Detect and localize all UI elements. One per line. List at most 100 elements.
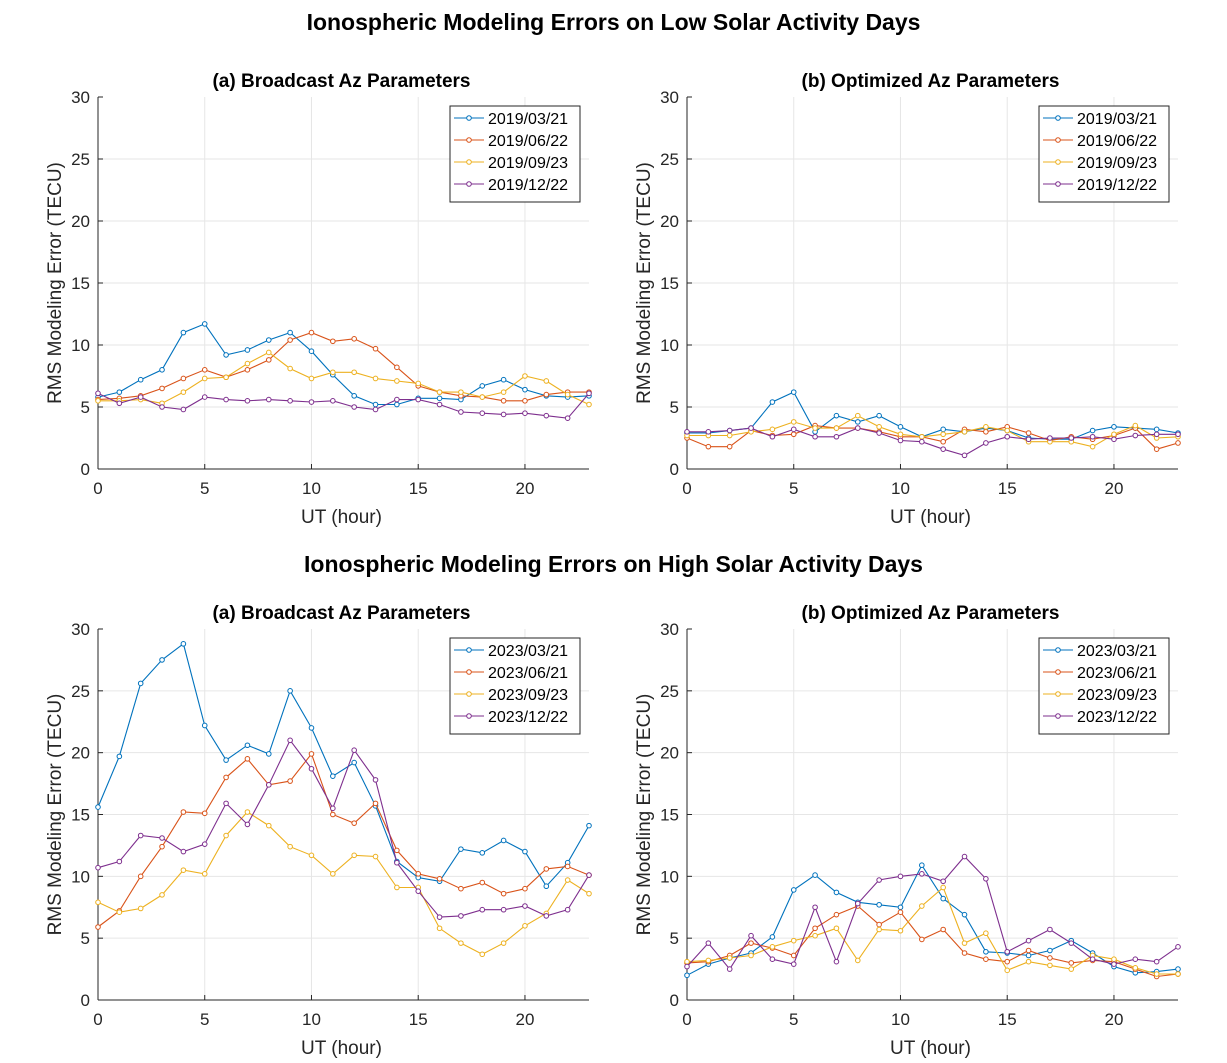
data-point	[1047, 926, 1053, 933]
series-2	[684, 903, 1181, 980]
legend-entry: 2023/06/21	[1077, 665, 1157, 682]
y-tick-label: 25	[660, 150, 679, 169]
data-point	[897, 424, 904, 430]
data-point	[726, 427, 733, 434]
data-point	[308, 852, 315, 859]
data-point	[1025, 436, 1032, 443]
series-3	[684, 412, 1181, 450]
x-tick-label: 5	[200, 1010, 209, 1029]
data-point	[244, 360, 251, 367]
data-point	[458, 409, 464, 415]
data-point	[543, 866, 550, 872]
data-point	[244, 809, 251, 815]
legend-entry: 2019/09/23	[488, 155, 568, 172]
data-point	[394, 884, 400, 891]
data-point	[522, 386, 528, 393]
data-point	[983, 424, 989, 430]
y-axis-label: RMS Modeling Error (TECU)	[45, 694, 66, 936]
y-tick-label: 15	[71, 806, 90, 825]
data-point	[1175, 966, 1181, 972]
data-point	[748, 940, 754, 946]
data-point	[790, 937, 797, 944]
data-point	[940, 884, 946, 891]
data-point	[1175, 440, 1181, 446]
data-point	[223, 832, 229, 839]
data-point	[1004, 433, 1011, 440]
data-point	[1153, 958, 1160, 965]
data-point	[436, 401, 443, 408]
legend-swatch-marker	[1055, 115, 1061, 121]
data-point	[137, 394, 144, 400]
data-point	[790, 431, 797, 438]
data-point	[330, 871, 336, 877]
data-point	[543, 913, 550, 919]
data-point	[436, 395, 443, 402]
data-point	[564, 863, 571, 870]
data-point	[479, 906, 486, 913]
data-point	[351, 369, 357, 376]
x-tick-label: 20	[515, 1010, 534, 1029]
data-point	[372, 345, 379, 352]
legend-swatch-marker	[466, 137, 472, 143]
series-line	[97, 642, 590, 888]
y-tick-label: 20	[660, 212, 679, 231]
series-line	[97, 811, 590, 955]
data-point	[684, 963, 690, 970]
data-point	[919, 433, 925, 440]
data-point	[940, 895, 946, 902]
x-axis-label: UT (hour)	[890, 507, 971, 528]
series-line	[687, 391, 1179, 440]
x-tick-label: 10	[302, 479, 321, 498]
data-point	[95, 804, 101, 810]
data-point	[223, 396, 229, 403]
x-axis-label: UT (hour)	[301, 507, 382, 528]
data-point	[790, 419, 797, 425]
series-line	[98, 351, 590, 405]
data-point	[790, 961, 797, 967]
legend-swatch-marker	[1055, 181, 1061, 187]
data-point	[1132, 965, 1139, 971]
data-point	[479, 410, 486, 417]
data-point	[543, 378, 550, 384]
data-point	[330, 805, 336, 812]
data-point	[543, 412, 550, 419]
data-point	[1047, 947, 1053, 954]
series-1	[684, 862, 1181, 979]
data-point	[812, 932, 818, 939]
legend-box	[449, 637, 581, 735]
x-tick-label: 5	[789, 1010, 798, 1029]
data-point	[500, 411, 507, 418]
data-point	[500, 906, 507, 913]
data-point	[876, 424, 882, 430]
data-point	[180, 641, 187, 647]
data-point	[330, 369, 336, 376]
data-point	[479, 383, 486, 389]
series-4	[684, 425, 1181, 459]
data-point	[1068, 435, 1075, 441]
data-point	[919, 871, 925, 877]
data-point	[833, 958, 840, 965]
x-tick-label: 20	[1104, 479, 1123, 498]
plot-panel-2: 0 5 10 15 20 0 5 10 15 20 25 30 (b) Optimized Az Par…	[634, 71, 1181, 528]
legend: 2023/03/21 2023/06/21 2023/09/23 2023/12/22	[1038, 637, 1170, 735]
data-point	[223, 774, 229, 781]
data-point	[159, 404, 165, 410]
data-point	[1004, 967, 1011, 974]
y-tick-label: 10	[660, 867, 679, 886]
data-point	[159, 367, 165, 373]
data-point	[244, 367, 251, 373]
y-tick-label: 25	[71, 682, 90, 701]
data-point	[564, 391, 571, 398]
y-tick-label: 5	[81, 398, 90, 417]
data-point	[1132, 956, 1139, 962]
data-point	[500, 890, 507, 897]
data-point	[394, 401, 400, 408]
data-point	[983, 930, 989, 937]
data-point	[812, 872, 818, 878]
data-point	[308, 375, 315, 382]
data-point	[812, 433, 818, 440]
data-point	[897, 873, 904, 880]
data-point	[919, 862, 925, 869]
x-tick-label: 20	[1104, 1010, 1123, 1029]
data-point	[564, 415, 571, 421]
